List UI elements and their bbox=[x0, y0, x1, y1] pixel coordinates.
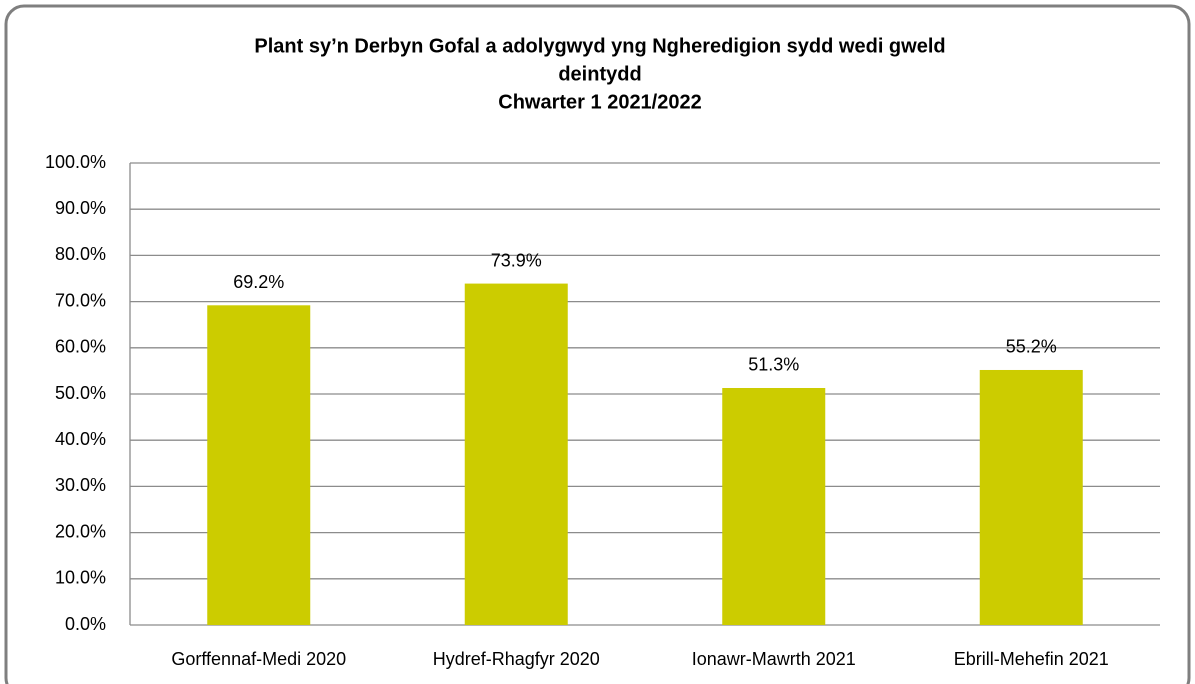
y-tick-label: 10.0% bbox=[55, 568, 106, 588]
x-tick-label: Ionawr-Mawrth 2021 bbox=[692, 649, 856, 669]
y-tick-label: 80.0% bbox=[55, 244, 106, 264]
y-tick-label: 50.0% bbox=[55, 383, 106, 403]
data-label: 55.2% bbox=[1006, 337, 1057, 357]
y-tick-label: 20.0% bbox=[55, 521, 106, 541]
bar bbox=[722, 387, 826, 625]
y-tick-label: 90.0% bbox=[55, 198, 106, 218]
bar bbox=[464, 283, 568, 625]
y-tick-label: 60.0% bbox=[55, 337, 106, 357]
y-tick-label: 30.0% bbox=[55, 475, 106, 495]
x-tick-label: Ebrill-Mehefin 2021 bbox=[954, 649, 1109, 669]
bar bbox=[207, 305, 311, 625]
x-tick-label: Gorffennaf-Medi 2020 bbox=[171, 649, 346, 669]
y-tick-label: 0.0% bbox=[65, 614, 106, 634]
chart-title: deintydd bbox=[558, 63, 641, 85]
data-label: 51.3% bbox=[748, 355, 799, 375]
y-tick-label: 70.0% bbox=[55, 290, 106, 310]
chart-title: Chwarter 1 2021/2022 bbox=[498, 91, 701, 113]
bar bbox=[979, 369, 1083, 625]
x-tick-label: Hydref-Rhagfyr 2020 bbox=[433, 649, 600, 669]
data-label: 69.2% bbox=[233, 272, 284, 292]
y-tick-label: 100.0% bbox=[45, 152, 106, 172]
chart-title: Plant sy’n Derbyn Gofal a adolygwyd yng … bbox=[254, 35, 945, 57]
y-tick-label: 40.0% bbox=[55, 429, 106, 449]
data-label: 73.9% bbox=[491, 250, 542, 270]
